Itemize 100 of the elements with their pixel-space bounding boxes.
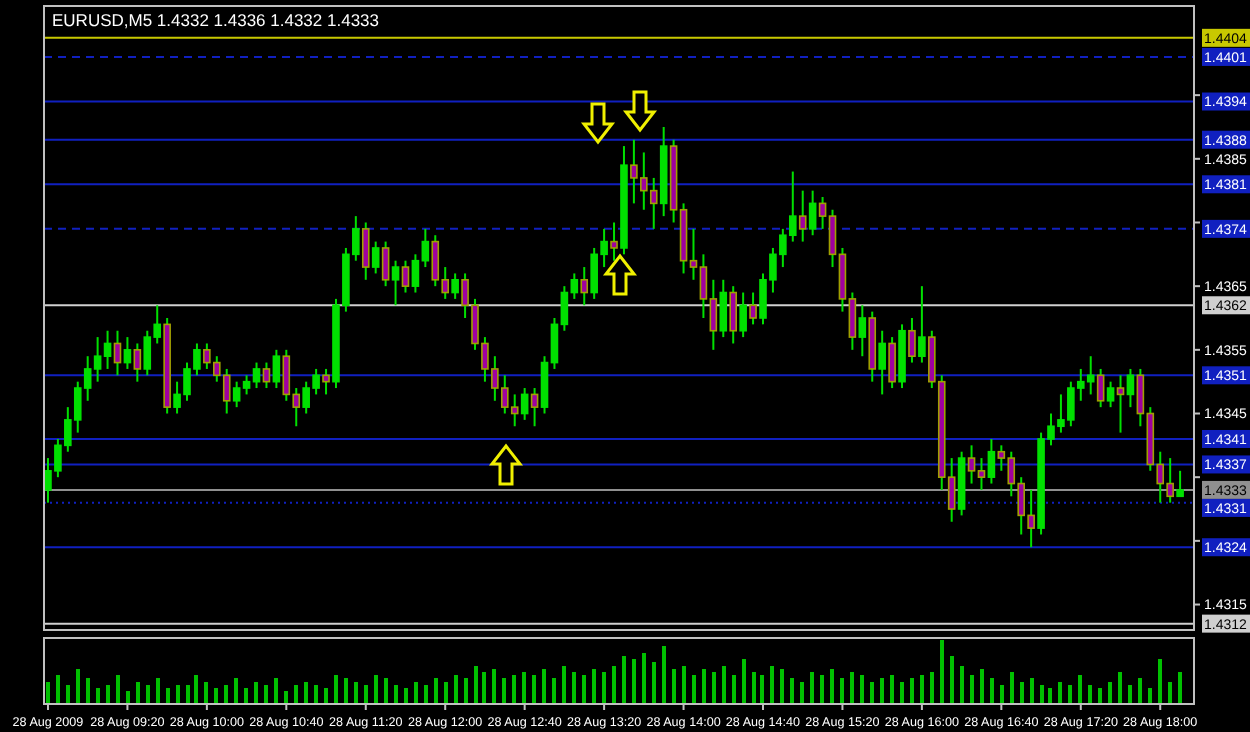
bar	[870, 681, 874, 704]
bar	[562, 665, 566, 704]
bar	[820, 675, 824, 704]
bar	[950, 656, 954, 704]
bar	[940, 640, 944, 704]
bar	[1058, 681, 1062, 704]
bar	[502, 678, 506, 704]
bar	[294, 684, 298, 704]
bar	[136, 681, 140, 704]
bar	[652, 662, 656, 704]
bar	[970, 675, 974, 704]
bar	[244, 688, 248, 704]
bar	[414, 681, 418, 704]
candlestick	[371, 240, 380, 275]
bar	[166, 688, 170, 704]
bar	[920, 675, 924, 704]
candlestick	[918, 285, 926, 364]
bar	[1178, 672, 1182, 704]
bar	[1068, 684, 1072, 704]
bar	[880, 678, 884, 704]
candlestick	[520, 387, 529, 421]
bar	[194, 675, 198, 704]
bar	[66, 684, 70, 704]
bar	[434, 678, 438, 704]
bar	[890, 675, 894, 704]
bar	[204, 681, 208, 704]
bar	[760, 675, 764, 704]
candlestick	[719, 278, 728, 339]
bar	[592, 668, 596, 704]
bar	[960, 665, 964, 704]
bar	[314, 684, 318, 704]
candlestick	[858, 304, 867, 358]
bar	[522, 672, 526, 704]
bar	[474, 665, 478, 704]
bar	[980, 668, 984, 704]
bar	[234, 678, 238, 704]
bar	[482, 672, 486, 704]
bar	[1000, 684, 1004, 704]
bar	[672, 668, 676, 704]
bar	[1078, 675, 1082, 704]
bar	[86, 678, 90, 704]
bar	[602, 672, 606, 704]
bar	[682, 665, 686, 704]
bar	[542, 668, 546, 704]
bar	[910, 678, 914, 704]
bar	[930, 672, 934, 704]
bar	[1168, 681, 1172, 704]
bar	[1108, 681, 1112, 704]
bar	[364, 684, 368, 704]
bar	[532, 675, 536, 704]
bar	[662, 646, 666, 704]
bar	[394, 684, 398, 704]
bar	[1158, 659, 1162, 704]
bar	[512, 675, 516, 704]
bar	[830, 668, 834, 704]
bar	[1030, 678, 1034, 704]
bar	[1118, 672, 1122, 704]
bar	[732, 675, 736, 704]
bar	[374, 675, 378, 704]
bar	[274, 678, 278, 704]
bar	[582, 675, 586, 704]
bar	[284, 691, 288, 704]
bar	[254, 681, 258, 704]
bar	[126, 691, 130, 704]
bar	[572, 672, 576, 704]
bar	[324, 688, 328, 704]
bar	[642, 652, 646, 704]
candlestick	[1106, 380, 1115, 409]
bar	[492, 668, 496, 704]
bar	[990, 678, 994, 704]
bar	[800, 681, 804, 704]
bar	[632, 659, 636, 704]
bar	[622, 656, 626, 704]
bar	[1048, 688, 1052, 704]
bar	[742, 659, 746, 704]
candlestick	[1126, 367, 1135, 409]
bar	[384, 678, 388, 704]
bar	[304, 681, 308, 704]
bar	[404, 688, 408, 704]
bar	[752, 672, 756, 704]
bar	[354, 681, 358, 704]
bar	[224, 684, 228, 704]
bar	[1040, 684, 1044, 704]
bar	[712, 672, 716, 704]
bar	[692, 675, 696, 704]
bar	[840, 678, 844, 704]
bar	[1138, 678, 1142, 704]
candlestick	[808, 189, 817, 237]
bar	[176, 684, 180, 704]
bar	[76, 668, 80, 704]
bar	[186, 684, 190, 704]
bar	[810, 672, 814, 704]
chart-title: EURUSD,M5 1.4332 1.4336 1.4332 1.4333	[52, 10, 380, 30]
bar	[454, 675, 458, 704]
bar	[770, 665, 774, 704]
bar	[106, 684, 110, 704]
bar	[96, 688, 100, 704]
bar	[1088, 684, 1092, 704]
candlestick	[739, 291, 747, 339]
bar	[900, 681, 904, 704]
